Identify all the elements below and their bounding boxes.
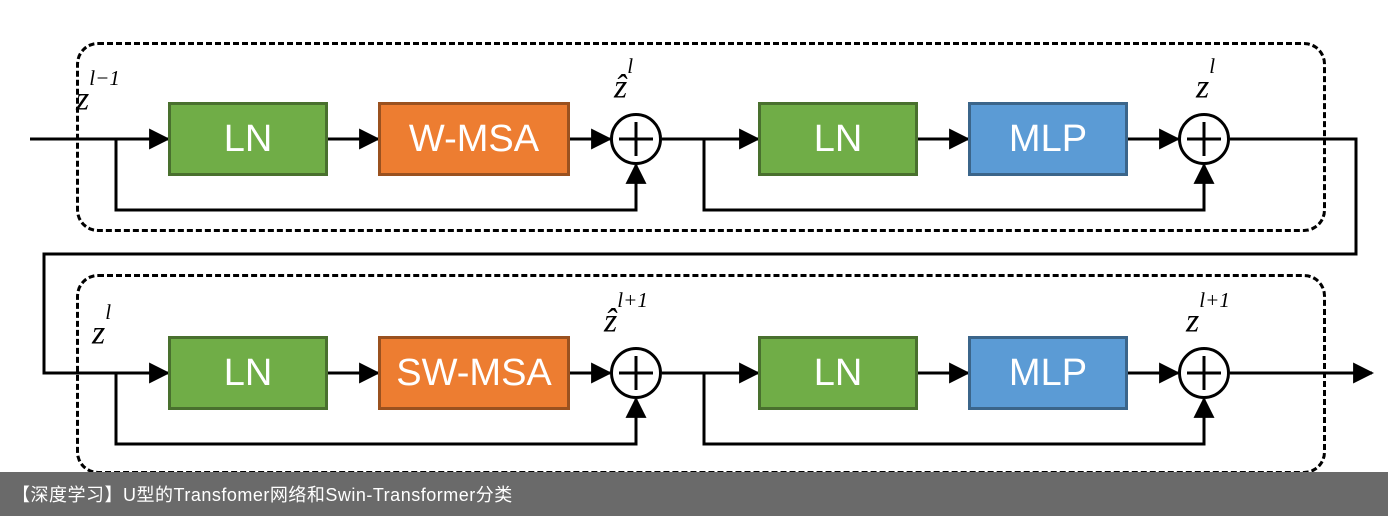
node-label: LN bbox=[814, 352, 863, 395]
node-label: MLP bbox=[1009, 352, 1087, 395]
w-msa-block: W-MSA bbox=[378, 102, 570, 176]
label-z-l-minus-1: zl−1 bbox=[76, 78, 120, 118]
label-z-l: zl bbox=[1196, 66, 1215, 106]
swin-transformer-block-diagram: LN W-MSA LN MLP LN SW-MSA LN MLP zl−1 ẑl… bbox=[0, 0, 1388, 516]
ln-block-2-bottom: LN bbox=[758, 336, 918, 410]
ln-block-1-top: LN bbox=[168, 102, 328, 176]
label-z-l-input-bottom: zl bbox=[92, 312, 111, 352]
node-label: W-MSA bbox=[409, 118, 539, 161]
ln-block-2-top: LN bbox=[758, 102, 918, 176]
node-label: SW-MSA bbox=[396, 352, 552, 395]
node-label: LN bbox=[814, 118, 863, 161]
label-z-l-plus-1: zl+1 bbox=[1186, 300, 1230, 340]
sw-msa-block: SW-MSA bbox=[378, 336, 570, 410]
residual-add-2-bottom bbox=[1178, 347, 1230, 399]
caption-text: 【深度学习】U型的Transfomer网络和Swin-Transformer分类 bbox=[12, 481, 513, 507]
residual-add-1-bottom bbox=[610, 347, 662, 399]
node-label: MLP bbox=[1009, 118, 1087, 161]
node-label: LN bbox=[224, 352, 273, 395]
node-label: LN bbox=[224, 118, 273, 161]
caption-bar: 【深度学习】U型的Transfomer网络和Swin-Transformer分类 bbox=[0, 472, 1388, 516]
label-z-hat-l: ẑl bbox=[614, 66, 633, 106]
mlp-block-top: MLP bbox=[968, 102, 1128, 176]
residual-add-2-top bbox=[1178, 113, 1230, 165]
residual-add-1-top bbox=[610, 113, 662, 165]
mlp-block-bottom: MLP bbox=[968, 336, 1128, 410]
label-z-hat-l-plus-1: ẑl+1 bbox=[604, 300, 648, 340]
ln-block-1-bottom: LN bbox=[168, 336, 328, 410]
